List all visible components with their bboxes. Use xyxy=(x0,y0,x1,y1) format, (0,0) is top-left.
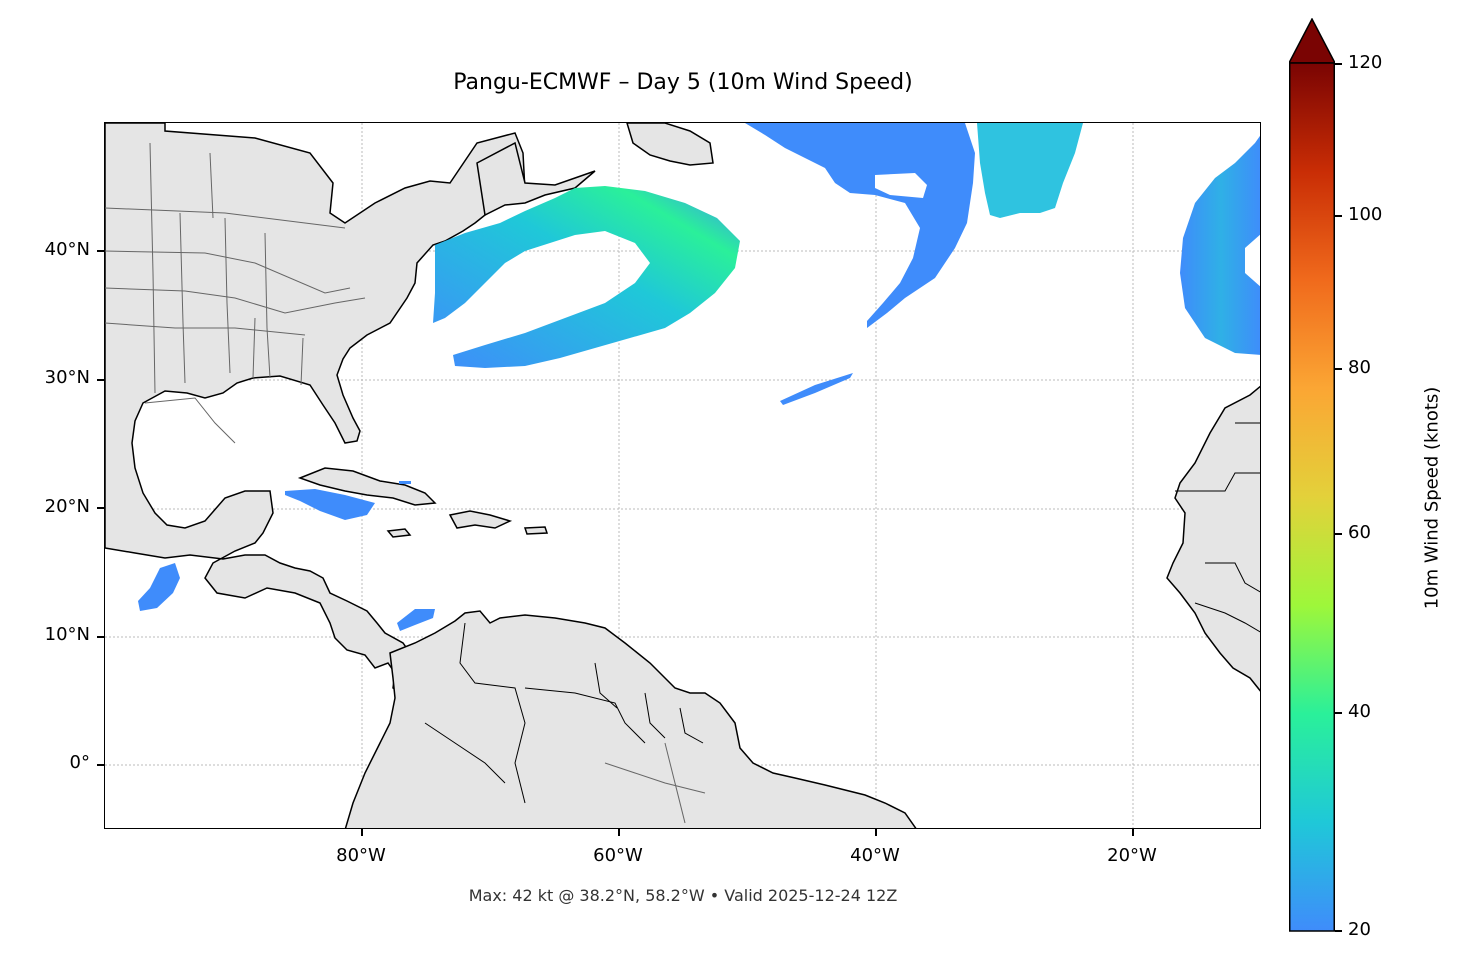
lat-tick xyxy=(97,379,104,381)
colorbar-extend-arrow xyxy=(1289,18,1335,64)
lat-label-10n: 10°N xyxy=(44,624,90,645)
wind-feature-pacific xyxy=(138,563,180,611)
lat-label-0: 0° xyxy=(69,752,90,773)
colorbar-label-120: 120 xyxy=(1348,52,1383,73)
wind-gap xyxy=(875,173,927,198)
colorbar-tick xyxy=(1335,63,1342,65)
colorbar-label-20: 20 xyxy=(1348,919,1371,940)
wind-feature-main xyxy=(433,186,740,368)
map-canvas xyxy=(105,123,1260,828)
map-caption: Max: 42 kt @ 38.2°N, 58.2°W • Valid 2025… xyxy=(468,886,898,905)
land-puerto-rico xyxy=(523,526,549,535)
lon-label-20w: 20°W xyxy=(1107,845,1157,866)
wind-feature-north-2 xyxy=(977,123,1083,218)
lat-tick xyxy=(97,636,104,638)
lat-label-40n: 40°N xyxy=(44,239,90,260)
land-jamaica xyxy=(386,528,412,538)
wind-feature-streak xyxy=(780,373,853,405)
lat-label-20n: 20°N xyxy=(44,496,90,517)
land-nova-scotia xyxy=(476,141,596,217)
colorbar xyxy=(1289,18,1335,932)
colorbar-title: 10m Wind Speed (knots) xyxy=(1421,386,1443,610)
land-hispaniola xyxy=(448,510,513,529)
colorbar-gradient xyxy=(1289,62,1335,932)
colorbar-label-80: 80 xyxy=(1348,357,1371,378)
land-cuba xyxy=(297,467,437,506)
colorbar-label-60: 60 xyxy=(1348,522,1371,543)
colorbar-tick xyxy=(1335,930,1342,932)
lon-label-40w: 40°W xyxy=(850,845,900,866)
wind-feature-east xyxy=(1180,135,1260,355)
colorbar-label-100: 100 xyxy=(1348,204,1383,225)
lon-label-80w: 80°W xyxy=(336,845,386,866)
wind-feature-north-1 xyxy=(745,123,975,328)
land-south-america xyxy=(344,610,917,828)
state-borders xyxy=(105,142,366,444)
lon-label-60w: 60°W xyxy=(593,845,643,866)
land-newfoundland xyxy=(626,123,714,166)
colorbar-tick xyxy=(1335,533,1342,535)
map-panel[interactable] xyxy=(104,122,1261,829)
colorbar-tick xyxy=(1335,215,1342,217)
colorbar-tick xyxy=(1335,712,1342,714)
map-title: Pangu-ECMWF – Day 5 (10m Wind Speed) xyxy=(453,70,913,95)
lat-tick xyxy=(97,764,104,766)
lon-tick xyxy=(875,829,877,836)
wind-feature-caribbean xyxy=(285,489,375,520)
state-borders-sa xyxy=(604,742,706,824)
lat-tick xyxy=(97,507,104,509)
lon-tick xyxy=(361,829,363,836)
country-borders-africa xyxy=(1175,422,1260,633)
lat-label-30n: 30°N xyxy=(44,367,90,388)
lat-tick xyxy=(97,250,104,252)
land-africa xyxy=(1166,385,1260,692)
wind-feature-colombia xyxy=(397,609,435,631)
colorbar-tick xyxy=(1335,368,1342,370)
colorbar-label-40: 40 xyxy=(1348,701,1371,722)
wind-feature-dot xyxy=(399,481,411,484)
lon-tick xyxy=(618,829,620,836)
country-borders-sa xyxy=(424,622,704,804)
wind-gap-east xyxy=(1245,234,1260,287)
lon-tick xyxy=(1132,829,1134,836)
